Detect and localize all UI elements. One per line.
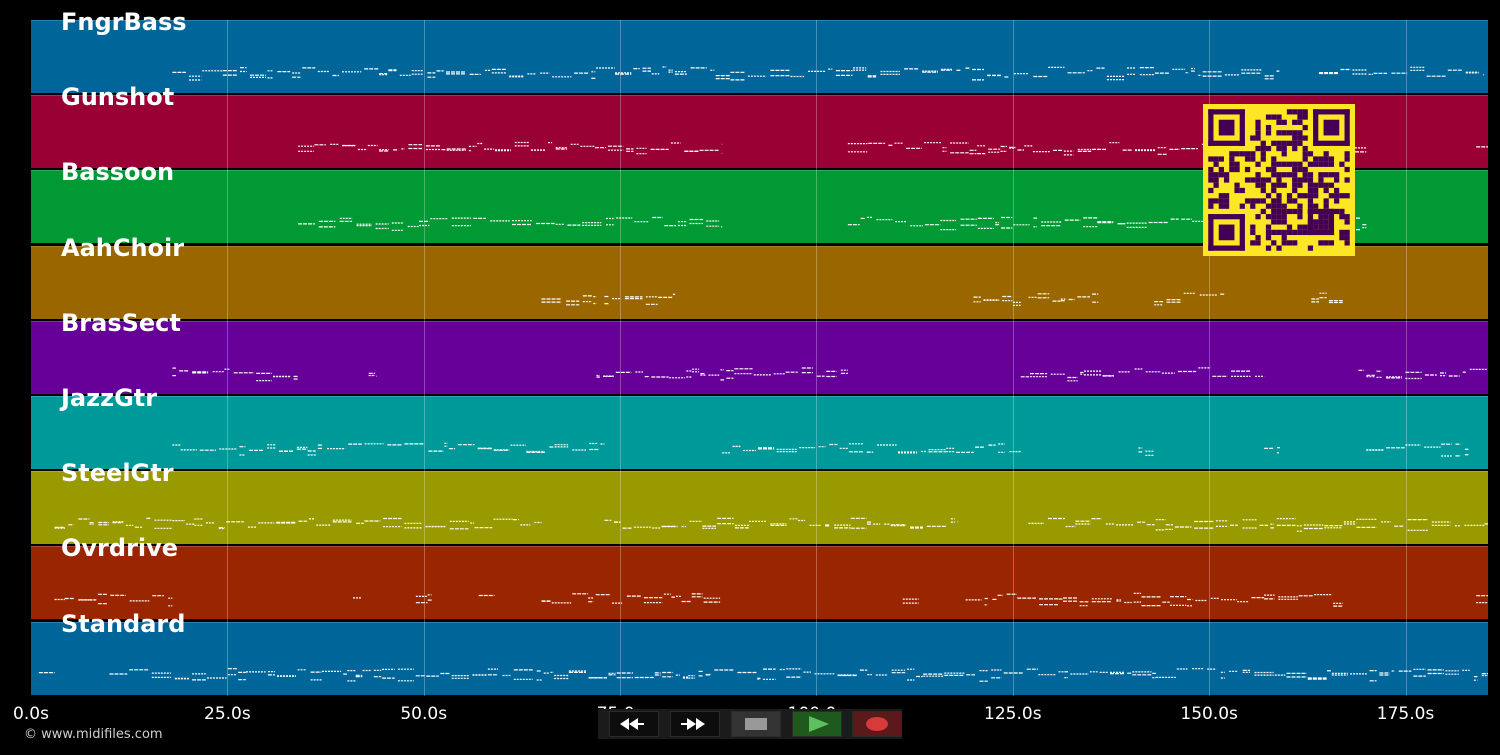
- qr-code-pattern: [1208, 109, 1350, 251]
- time-tick-label: 150.0s: [1180, 704, 1238, 724]
- stop-button[interactable]: [731, 711, 781, 737]
- time-tick-label: 125.0s: [984, 704, 1042, 724]
- track-lane-fngrbass: FngrBass: [31, 8, 1488, 93]
- fast-forward-icon: [681, 718, 705, 730]
- time-tick-label: 25.0s: [204, 704, 251, 724]
- track-name: Bassoon: [61, 158, 175, 187]
- time-tick-label: 0.0s: [13, 704, 49, 724]
- track-lane-aahchoir: AahChoir: [31, 234, 1488, 319]
- stop-icon: [745, 718, 767, 730]
- copyright-notice: © www.midifiles.com: [24, 727, 163, 742]
- gridline: [423, 20, 425, 696]
- track-name: AahChoir: [61, 233, 185, 262]
- gridline: [1405, 20, 1407, 696]
- record-button[interactable]: [852, 711, 902, 737]
- play-button[interactable]: [792, 711, 842, 737]
- track-lane-steelgtr: SteelGtr: [31, 459, 1488, 545]
- gridline: [227, 20, 229, 696]
- track-name: BrasSect: [61, 308, 181, 337]
- track-lane-brassect: BrasSect: [31, 309, 1488, 394]
- play-icon: [809, 716, 829, 732]
- track-lane-standard: Standard: [31, 610, 1488, 695]
- rewind-button[interactable]: [609, 711, 659, 737]
- gridline: [1012, 20, 1014, 696]
- rewind-icon: [620, 718, 644, 730]
- time-tick-label: 175.0s: [1376, 704, 1435, 724]
- track-lane-jazzgtr: JazzGtr: [31, 384, 1488, 469]
- track-name: FngrBass: [61, 8, 187, 36]
- track-name: Standard: [61, 609, 186, 638]
- track-name: JazzGtr: [61, 384, 158, 412]
- qr-code: [1203, 104, 1355, 256]
- gridline: [816, 20, 818, 696]
- track-name: Ovrdrive: [61, 534, 179, 563]
- record-icon: [866, 717, 888, 731]
- gridline: [620, 20, 622, 696]
- gridline: [1209, 20, 1211, 696]
- track-lane-ovrdrive: Ovrdrive: [31, 534, 1488, 620]
- track-name: Gunshot: [61, 83, 175, 112]
- track-name: SteelGtr: [61, 459, 174, 488]
- time-tick-label: 50.0s: [400, 704, 448, 724]
- fast-forward-button[interactable]: [670, 711, 720, 737]
